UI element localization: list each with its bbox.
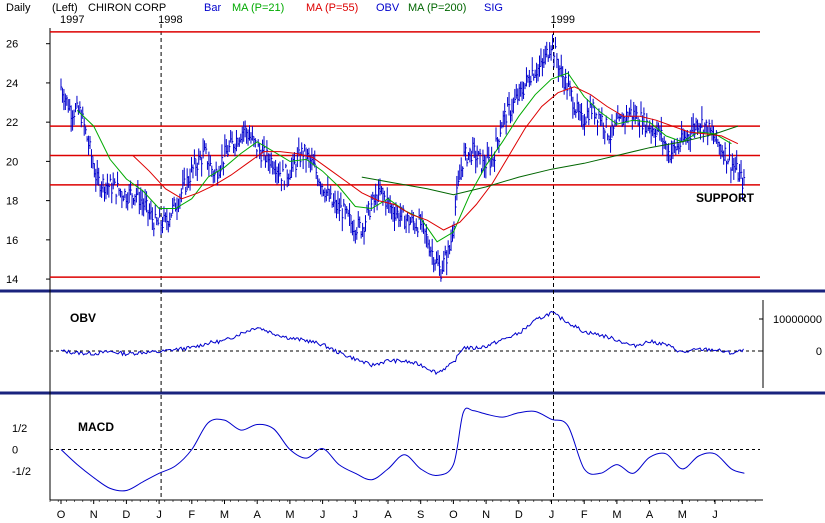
axis-side-label: (Left)	[52, 2, 78, 14]
x-tick-label-7: M	[285, 509, 294, 521]
company-label: CHIRON CORP	[88, 2, 166, 14]
x-tick-label-19: M	[678, 509, 687, 521]
x-tick-label-12: O	[449, 509, 458, 521]
legend-item-4: MA (P=200)	[408, 2, 466, 14]
period-label: Daily	[6, 2, 31, 14]
obv-panel-label: OBV	[70, 311, 96, 325]
x-tick-label-8: J	[320, 509, 326, 521]
x-tick-label-9: J	[353, 509, 359, 521]
series-line-ma-p-200-	[361, 125, 739, 196]
macd-panel-label: MACD	[78, 420, 114, 434]
x-tick-label-15: J	[549, 509, 555, 521]
year-dividers	[160, 24, 554, 500]
price-y-tick-label-5: 24	[6, 78, 18, 90]
x-tick-label-3: J	[156, 509, 162, 521]
price-y-tick-label-0: 14	[6, 274, 18, 286]
legend-item-1: MA (P=21)	[232, 2, 284, 14]
x-tick-label-16: F	[581, 509, 588, 521]
macd-y-tick-label-1: 0	[12, 445, 18, 457]
panel-borders	[0, 28, 825, 501]
macd-y-tick-label-0: 1/2	[12, 423, 27, 435]
obv-y-tick-label-1: 0	[816, 346, 822, 358]
legend-item-2: MA (P=55)	[306, 2, 358, 14]
x-tick-label-10: A	[384, 509, 392, 521]
legend: Bar MA (P=21) MA (P=55) OBV MA (P=200) SIG	[204, 2, 503, 14]
x-tick-label-13: N	[482, 509, 490, 521]
obv-line	[60, 310, 744, 376]
price-y-tick-label-1: 16	[6, 235, 18, 247]
x-tick-label-4: F	[188, 509, 195, 521]
x-tick-label-20: J	[712, 509, 718, 521]
obv-panel: 10000000 0 OBV	[50, 300, 822, 388]
x-tick-label-6: A	[254, 509, 262, 521]
year-label-0: 1997	[60, 14, 84, 26]
chart-header: Daily (Left) CHIRON CORP Bar MA (P=21) MA …	[6, 2, 575, 26]
x-tick-label-5: M	[220, 509, 229, 521]
macd-line	[60, 407, 745, 492]
legend-item-3: OBV	[376, 2, 400, 14]
legend-item-5: SIG	[484, 2, 503, 14]
price-y-tick-label-6: 26	[6, 39, 18, 51]
macd-y-tick-label-2: -1/2	[12, 466, 31, 478]
price-bars	[60, 34, 746, 282]
x-tick-label-11: S	[417, 509, 424, 521]
obv-y-tick-label-0: 10000000	[773, 314, 822, 326]
series-line-ma-p-55-	[132, 86, 739, 231]
price-y-tick-label-4: 22	[6, 117, 18, 129]
macd-panel: 1/2 0 -1/2 MACD	[12, 407, 760, 492]
x-tick-label-2: D	[122, 509, 130, 521]
x-tick-label-0: O	[57, 509, 66, 521]
price-y-tick-label-3: 20	[6, 156, 18, 168]
legend-item-0: Bar	[204, 2, 221, 14]
price-y-tick-label-2: 18	[6, 196, 18, 208]
year-label-2: 1999	[551, 14, 575, 26]
year-labels: 1997 1998 1999	[60, 14, 575, 26]
year-label-1: 1998	[158, 14, 182, 26]
x-tick-label-17: M	[612, 509, 621, 521]
price-panel: 14 16 18 20 22 24 26 SUPPORT	[6, 31, 760, 286]
support-annotation: SUPPORT	[696, 191, 755, 205]
x-tick-label-14: D	[515, 509, 523, 521]
x-tick-label-1: N	[90, 509, 98, 521]
x-tick-label-18: A	[646, 509, 654, 521]
